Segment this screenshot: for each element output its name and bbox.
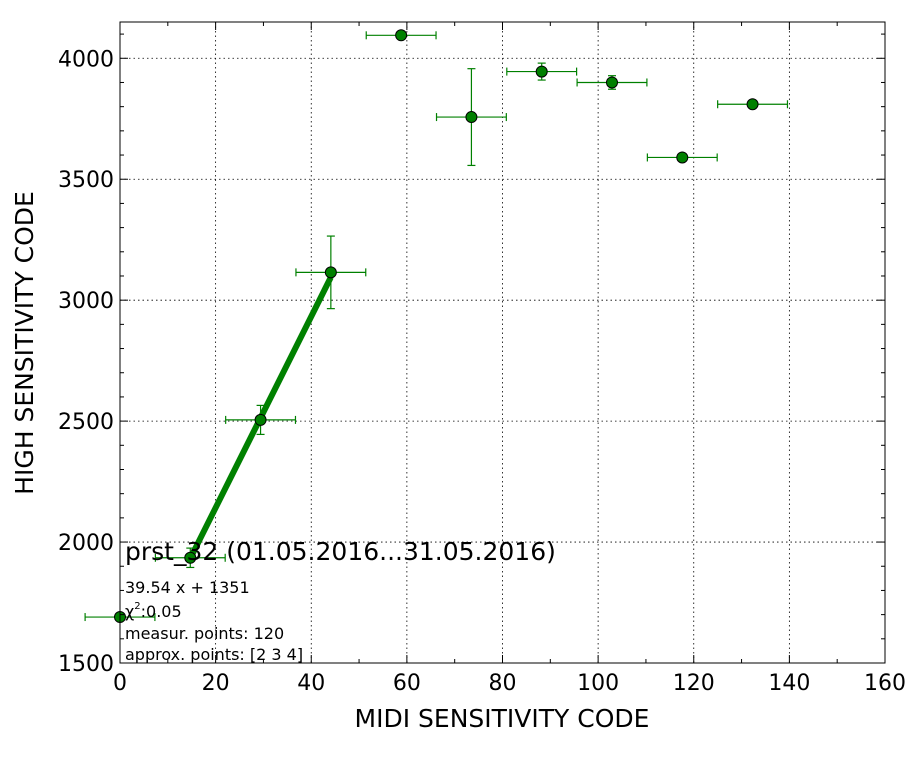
x-tick-label: 160 [864,671,906,696]
data-point [605,76,618,89]
data-point [395,29,408,42]
x-tick-label: 140 [768,671,810,696]
chi-symbol: χ [125,602,134,621]
tick-labels: 0 20 40 60 80 100 120 140 160 1500 2000 2500 3000 350… [58,47,906,696]
annotation-block: prst_32 (01.05.2016...31.05.2016) 39.54 … [125,537,556,664]
annotation-title: prst_32 (01.05.2016...31.05.2016) [125,537,556,566]
grid [120,22,885,663]
y-tick-label: 1500 [58,652,114,677]
chi-value: :0.05 [141,602,182,621]
data-point [746,98,759,111]
x-tick-label: 120 [673,671,715,696]
x-tick-label: 100 [577,671,619,696]
data-point [465,111,478,124]
data-point [184,551,197,564]
x-tick-label: 60 [393,671,421,696]
annotation-equation: 39.54 x + 1351 [125,578,250,597]
y-axis-label: HIGH SENSITIVITY CODE [10,191,39,495]
x-axis-label: MIDI SENSITIVITY CODE [355,704,650,733]
data-point [254,413,267,426]
y-tick-label: 3000 [58,289,114,314]
y-tick-label: 2500 [58,410,114,435]
y-tick-label: 2000 [58,531,114,556]
ticks [119,22,886,664]
data-point [535,65,548,78]
annotation-approx-points: approx. points: [2 3 4] [125,645,303,664]
data-point [324,266,337,279]
y-tick-label: 4000 [58,47,114,72]
x-tick-label: 0 [113,671,127,696]
annotation-chi: χ2:0.05 [125,601,182,621]
y-tick-label: 3500 [58,168,114,193]
chi-superscript: 2 [134,601,140,612]
x-tick-label: 40 [297,671,325,696]
annotation-measur-points: measur. points: 120 [125,624,284,643]
data-point [676,151,689,164]
x-tick-label: 20 [202,671,230,696]
x-tick-label: 80 [489,671,517,696]
